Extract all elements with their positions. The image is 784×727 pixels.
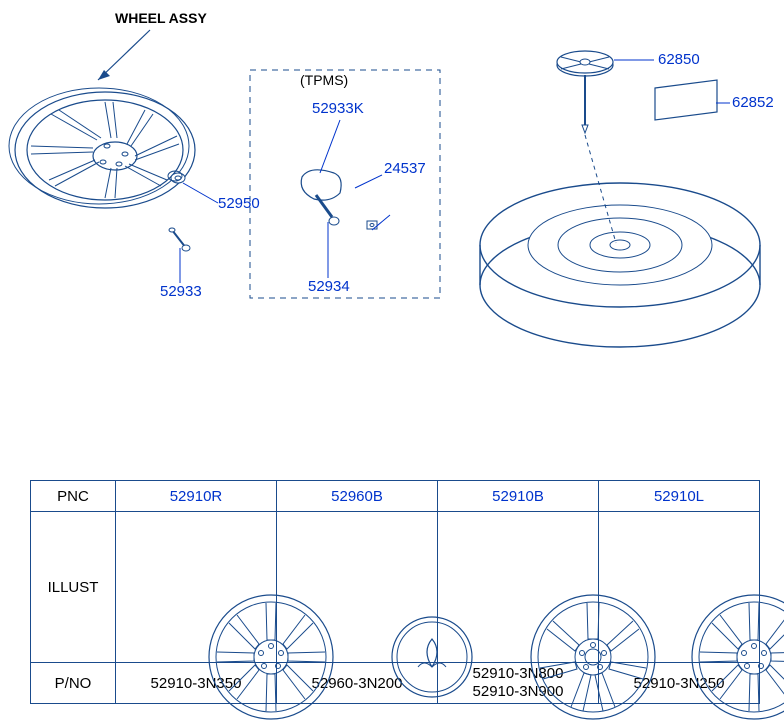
pnc-3[interactable]: 52910L <box>654 488 704 505</box>
tpms-label: (TPMS) <box>300 72 348 88</box>
callout-62850[interactable]: 62850 <box>658 51 700 68</box>
pnc-2[interactable]: 52910B <box>492 488 544 505</box>
illust-0 <box>116 512 277 663</box>
callout-62852[interactable]: 62852 <box>732 94 774 111</box>
wheel-variants-table: PNC 52910R 52960B 52910B 52910L ILLUST <box>30 480 760 704</box>
callout-52950[interactable]: 52950 <box>218 195 260 212</box>
header-pno: P/NO <box>31 663 116 704</box>
callout-52933[interactable]: 52933 <box>160 283 202 300</box>
header-illust: ILLUST <box>31 512 116 663</box>
callout-24537[interactable]: 24537 <box>384 160 426 177</box>
pnc-1[interactable]: 52960B <box>331 488 383 505</box>
header-pnc: PNC <box>31 481 116 512</box>
callout-52934[interactable]: 52934 <box>308 278 350 295</box>
pnc-0[interactable]: 52910R <box>170 488 223 505</box>
callout-52933k[interactable]: 52933K <box>312 100 364 117</box>
